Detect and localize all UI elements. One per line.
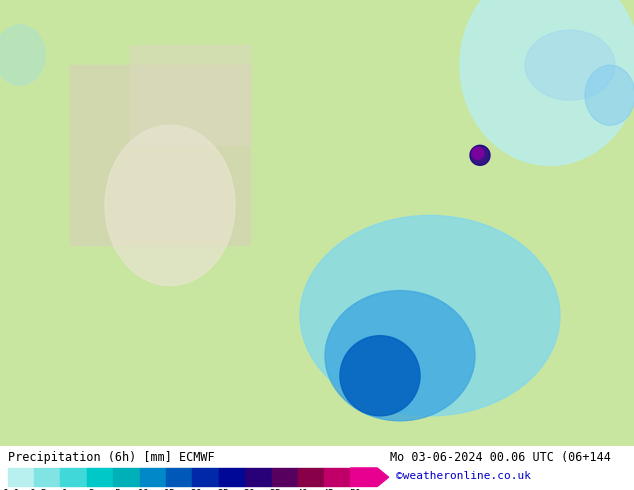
Ellipse shape [325, 291, 475, 421]
Bar [192, 468, 219, 487]
Bar [219, 468, 245, 487]
Bar [113, 468, 139, 487]
Ellipse shape [472, 147, 484, 159]
Bar [298, 468, 325, 487]
Text: 0.5: 0.5 [29, 489, 47, 490]
Text: Mo 03-06-2024 00.06 UTC (06+144: Mo 03-06-2024 00.06 UTC (06+144 [390, 451, 611, 464]
Bar [60, 468, 87, 487]
Ellipse shape [105, 125, 235, 286]
Bar [325, 468, 351, 487]
Text: 15: 15 [164, 489, 176, 490]
Ellipse shape [300, 216, 560, 416]
Bar [8, 468, 34, 487]
Ellipse shape [525, 30, 615, 100]
Text: 35: 35 [269, 489, 281, 490]
Text: 30: 30 [243, 489, 255, 490]
Text: 50: 50 [349, 489, 361, 490]
Bar [271, 468, 298, 487]
Text: ©weatheronline.co.uk: ©weatheronline.co.uk [396, 471, 531, 482]
Text: 0.1: 0.1 [3, 489, 20, 490]
Text: 20: 20 [190, 489, 202, 490]
Bar [245, 468, 271, 487]
Ellipse shape [340, 336, 420, 416]
Bar [70, 65, 250, 245]
Text: 1: 1 [61, 489, 67, 490]
Bar [87, 468, 113, 487]
Text: 5: 5 [114, 489, 120, 490]
Bar [130, 45, 250, 146]
Text: 40: 40 [296, 489, 308, 490]
Bar [139, 468, 166, 487]
Text: 10: 10 [138, 489, 150, 490]
Bar [34, 468, 60, 487]
Text: 45: 45 [323, 489, 334, 490]
Text: 2: 2 [88, 489, 94, 490]
Text: Precipitation (6h) [mm] ECMWF: Precipitation (6h) [mm] ECMWF [8, 451, 214, 464]
Ellipse shape [470, 146, 490, 165]
Polygon shape [351, 468, 389, 487]
Ellipse shape [0, 25, 45, 85]
Ellipse shape [585, 65, 634, 125]
Bar [166, 468, 192, 487]
Text: 25: 25 [217, 489, 229, 490]
Ellipse shape [460, 0, 634, 165]
